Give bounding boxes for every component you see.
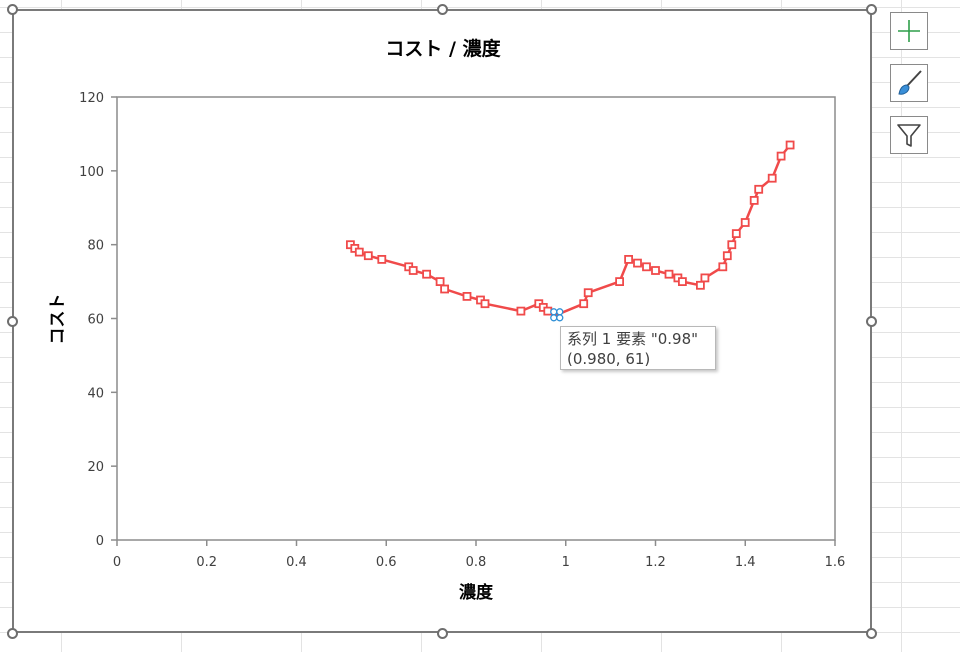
data-point-marker[interactable] — [776, 151, 786, 161]
data-point-marker[interactable] — [731, 229, 741, 239]
resize-handle-bottom-left[interactable] — [7, 628, 18, 639]
data-point-marker[interactable] — [727, 240, 737, 250]
chart-styles-button[interactable] — [890, 64, 928, 102]
selection-dot — [556, 308, 564, 316]
x-tick-label: 1.6 — [825, 555, 846, 570]
data-point-marker[interactable] — [678, 277, 687, 287]
x-tick-label: 0 — [113, 555, 121, 570]
data-point-marker[interactable] — [516, 306, 526, 316]
resize-handle-top-right[interactable] — [866, 4, 877, 15]
data-point-marker[interactable] — [642, 262, 651, 272]
data-point-marker[interactable] — [700, 273, 710, 283]
data-point-marker[interactable] — [422, 269, 432, 279]
chart-filters-button[interactable] — [890, 116, 928, 154]
x-tick-label: 0.8 — [466, 555, 487, 570]
x-tick-label: 1 — [562, 555, 570, 570]
paintbrush-icon — [898, 70, 922, 95]
data-point-tooltip: 系列 1 要素 "0.98" (0.980, 61) — [560, 326, 716, 370]
data-point-marker[interactable] — [754, 184, 764, 194]
x-axis-ticks: 0 0.2 0.4 0.6 0.8 1 1.2 1.4 1.6 — [113, 540, 845, 570]
x-tick-label: 1.4 — [735, 555, 756, 570]
x-axis-label[interactable]: 濃度 — [459, 582, 494, 603]
tooltip-series-label: 系列 1 要素 "0.98" — [567, 330, 699, 348]
data-point-marker[interactable] — [462, 291, 472, 301]
plot-area[interactable] — [116, 96, 836, 541]
series-line[interactable] — [349, 144, 792, 317]
data-point-marker[interactable] — [722, 251, 732, 261]
chart-title[interactable]: コスト / 濃度 — [385, 37, 501, 60]
data-point-marker[interactable] — [651, 266, 660, 275]
data-point-marker[interactable] — [696, 280, 705, 290]
data-point-marker[interactable] — [354, 247, 364, 257]
selection-dot — [550, 308, 558, 316]
resize-handle-top-center[interactable] — [437, 4, 448, 15]
data-point-marker[interactable] — [664, 269, 674, 279]
data-point-marker[interactable] — [749, 195, 759, 205]
resize-handle-middle-right[interactable] — [866, 316, 877, 327]
y-axis-label[interactable]: コスト — [48, 294, 68, 345]
y-tick-label: 0 — [96, 534, 104, 549]
data-point-marker[interactable] — [767, 173, 777, 183]
selection-dot — [550, 314, 558, 322]
data-point-marker[interactable] — [579, 299, 589, 309]
y-tick-label: 80 — [87, 239, 104, 254]
data-point-marker[interactable] — [435, 277, 445, 287]
data-point-marker[interactable] — [363, 251, 373, 261]
selection-dot — [556, 314, 564, 322]
data-point-marker[interactable] — [624, 254, 633, 264]
data-point-marker[interactable] — [718, 262, 728, 272]
y-axis-ticks: 0 20 40 60 80 100 120 — [79, 91, 117, 549]
x-tick-label: 0.6 — [376, 555, 397, 570]
x-tick-label: 0.2 — [196, 555, 217, 570]
y-tick-label: 40 — [87, 386, 104, 401]
resize-handle-middle-left[interactable] — [7, 316, 18, 327]
y-tick-label: 100 — [79, 165, 104, 180]
x-tick-label: 0.4 — [286, 555, 307, 570]
series-1[interactable] — [345, 140, 795, 317]
chart-elements-button[interactable] — [890, 12, 928, 50]
data-point-marker[interactable] — [480, 299, 490, 309]
resize-handle-bottom-right[interactable] — [866, 628, 877, 639]
data-point-marker[interactable] — [740, 218, 750, 227]
data-point-marker[interactable] — [633, 258, 642, 268]
tooltip-value-label: (0.980, 61) — [567, 350, 651, 368]
y-tick-label: 20 — [87, 460, 104, 475]
selected-point-marker[interactable] — [550, 308, 564, 322]
funnel-icon — [897, 124, 921, 147]
data-point-marker[interactable] — [377, 254, 387, 264]
data-point-marker[interactable] — [440, 284, 450, 294]
data-point-marker[interactable] — [583, 288, 593, 298]
data-point-marker[interactable] — [615, 277, 624, 287]
x-tick-label: 1.2 — [645, 555, 666, 570]
y-tick-label: 120 — [79, 91, 104, 106]
plus-icon — [898, 20, 920, 42]
data-point-marker[interactable] — [785, 140, 795, 150]
resize-handle-bottom-center[interactable] — [437, 628, 448, 639]
y-tick-label: 60 — [87, 313, 104, 328]
data-point-marker[interactable] — [408, 266, 418, 275]
resize-handle-top-left[interactable] — [7, 4, 18, 15]
